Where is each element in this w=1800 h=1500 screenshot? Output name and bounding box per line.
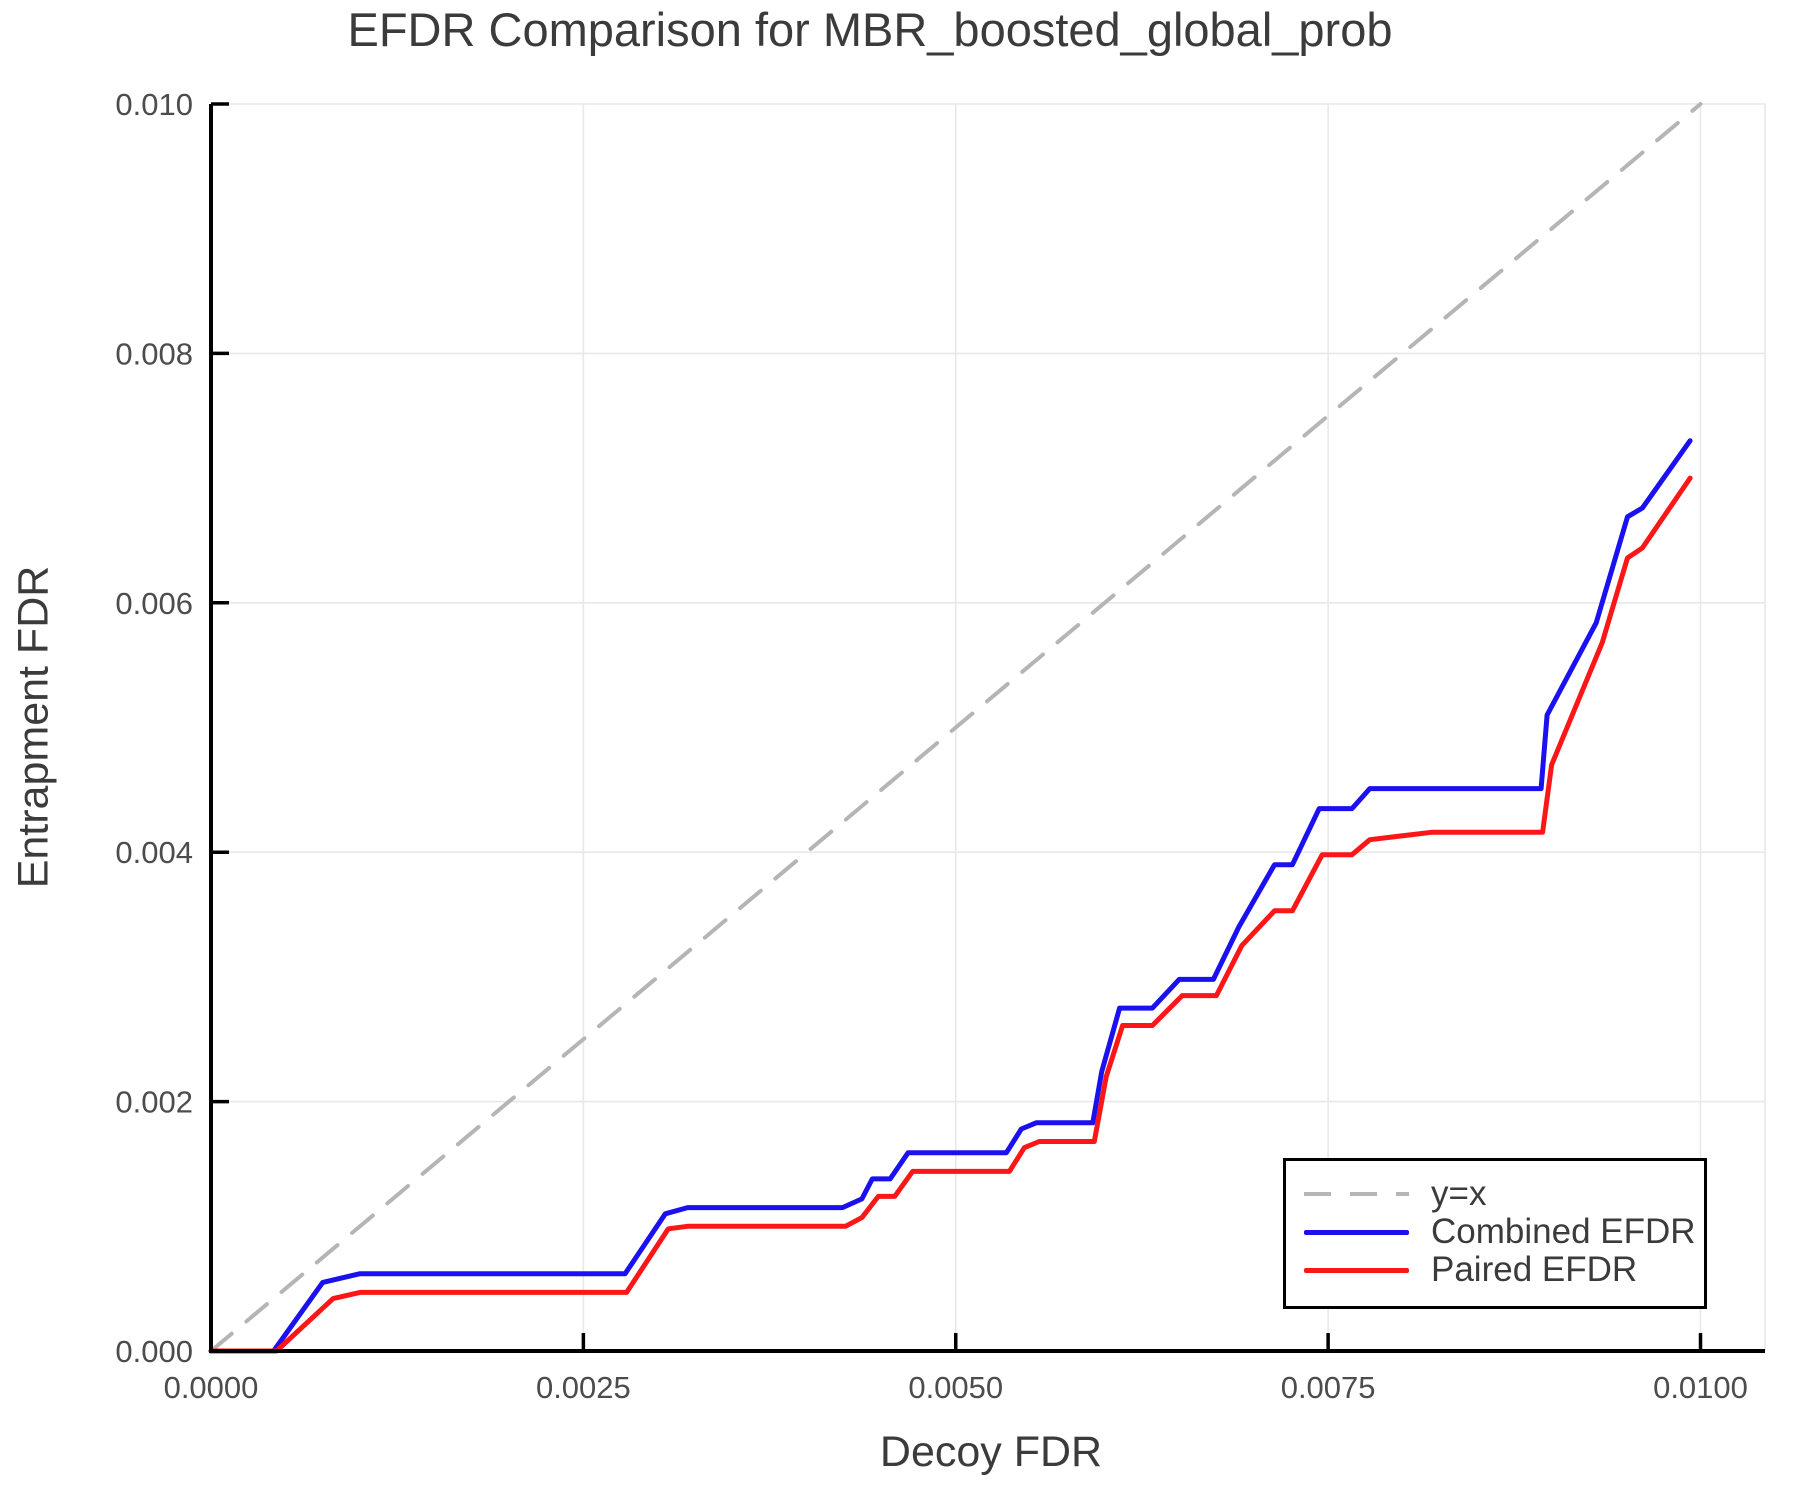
y-tick-label: 0.006 [115, 586, 193, 621]
chart-title: EFDR Comparison for MBR_boosted_global_p… [347, 3, 1393, 56]
y-tick-label: 0.010 [115, 87, 193, 122]
legend-box: y=x Combined EFDR Paired EFDR [1283, 1158, 1707, 1309]
legend-label-paired-efdr: Paired EFDR [1431, 1250, 1638, 1289]
legend-label-identity: y=x [1431, 1174, 1487, 1213]
y-axis-label: Entrapment FDR [9, 565, 58, 889]
x-tick-label: 0.0100 [1653, 1370, 1748, 1405]
y-tick-label: 0.008 [115, 336, 193, 371]
series-line-paired-efdr [208, 475, 1693, 1354]
x-tick-label: 0.0050 [908, 1370, 1003, 1405]
series-line-combined-efdr [208, 438, 1693, 1354]
x-axis-label: Decoy FDR [879, 1428, 1103, 1476]
legend-row-identity: y=x [1304, 1175, 1704, 1213]
legend-swatch-paired-line [1304, 1267, 1409, 1273]
legend-row-combined-efdr: Combined EFDR [1304, 1213, 1704, 1251]
x-tick-label: 0.0075 [1281, 1370, 1376, 1405]
legend-swatch-combined-line [1304, 1229, 1409, 1235]
y-tick-label: 0.000 [115, 1334, 193, 1369]
x-tick-label: 0.0000 [164, 1370, 259, 1405]
x-tick-label: 0.0025 [536, 1370, 631, 1405]
y-tick-label: 0.002 [115, 1085, 193, 1120]
legend-swatch-dashed-line [1304, 1192, 1409, 1196]
series-line-y-x [209, 102, 1703, 1353]
y-tick-label: 0.004 [115, 835, 193, 870]
legend-row-paired-efdr: Paired EFDR [1304, 1251, 1704, 1289]
legend-label-combined-efdr: Combined EFDR [1431, 1212, 1696, 1251]
